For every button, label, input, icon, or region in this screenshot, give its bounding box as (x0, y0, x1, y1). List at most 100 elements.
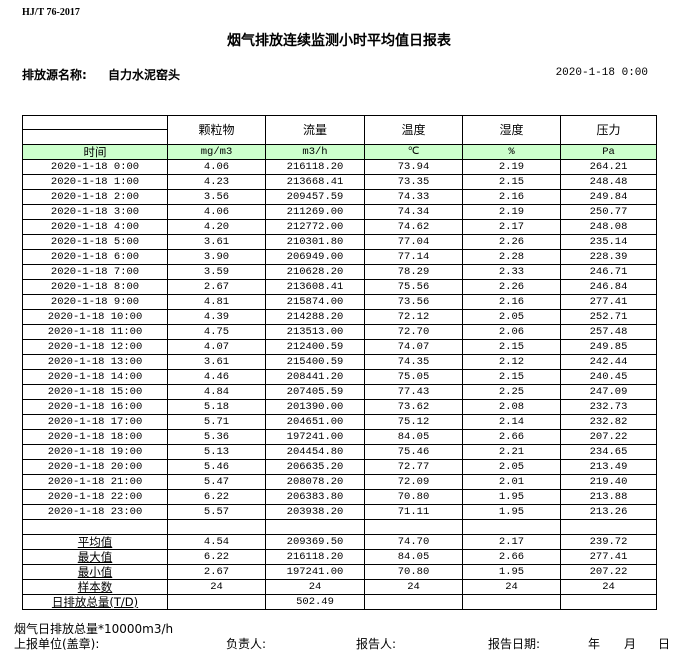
value-cell (560, 594, 657, 610)
value-cell: 72.77 (364, 459, 463, 475)
data-row: 2020-1-18 20:00 5.46 206635.20 72.77 2.05 213… (22, 459, 657, 475)
value-cell: 4.75 (167, 324, 266, 340)
time-cell: 2020-1-18 15:00 (22, 384, 168, 400)
value-cell: 277.41 (560, 549, 657, 565)
year-label: 年 (588, 637, 601, 651)
data-row: 2020-1-18 16:00 5.18 201390.00 73.62 2.08 232… (22, 399, 657, 415)
value-cell: 212772.00 (265, 219, 365, 235)
value-cell: 4.07 (167, 339, 266, 355)
value-cell: 249.84 (560, 189, 657, 205)
empty-row (22, 519, 657, 535)
value-cell: 197241.00 (265, 564, 365, 580)
value-cell: 2.67 (167, 564, 266, 580)
value-cell (167, 519, 266, 535)
value-cell: 216118.20 (265, 159, 365, 175)
data-row: 2020-1-18 21:00 5.47 208078.20 72.09 2.01 219… (22, 474, 657, 490)
value-cell: 208078.20 (265, 474, 365, 490)
time-cell: 2020-1-18 16:00 (22, 399, 168, 415)
value-cell: 2.26 (462, 279, 561, 295)
time-cell: 2020-1-18 18:00 (22, 429, 168, 445)
value-cell: 206383.80 (265, 489, 365, 505)
value-cell: 4.46 (167, 369, 266, 385)
data-row: 2020-1-18 4:00 4.20 212772.00 74.62 2.17 248.… (22, 219, 657, 235)
source-name: 自力水泥窑头 (108, 68, 181, 82)
column-header: 颗粒物 (167, 115, 266, 145)
data-row: 2020-1-18 2:00 3.56 209457.59 74.33 2.16 249.… (22, 189, 657, 205)
value-cell: 5.18 (167, 399, 266, 415)
value-cell: 24 (560, 579, 657, 595)
value-cell: 2.21 (462, 444, 561, 460)
value-cell: 232.73 (560, 399, 657, 415)
data-row: 2020-1-18 5:00 3.61 210301.80 77.04 2.26 235.… (22, 234, 657, 250)
value-cell: 74.35 (364, 354, 463, 370)
value-cell: 74.07 (364, 339, 463, 355)
value-cell: 2.05 (462, 459, 561, 475)
value-cell: 24 (462, 579, 561, 595)
value-cell: 2.16 (462, 189, 561, 205)
value-cell: 207.22 (560, 564, 657, 580)
value-cell: 206949.00 (265, 249, 365, 265)
value-cell: 1.95 (462, 504, 561, 520)
value-cell: 4.54 (167, 534, 266, 550)
value-cell (462, 594, 561, 610)
summary-label: 最大值 (22, 549, 168, 565)
value-cell: 204651.00 (265, 414, 365, 430)
data-row: 2020-1-18 3:00 4.06 211269.00 74.34 2.19 250.… (22, 204, 657, 220)
value-cell: 5.13 (167, 444, 266, 460)
value-cell: 70.80 (364, 564, 463, 580)
unit-cell: mg/m3 (167, 144, 266, 160)
value-cell: 73.35 (364, 174, 463, 190)
column-header: 流量 (265, 115, 365, 145)
value-cell: 73.62 (364, 399, 463, 415)
value-cell: 72.09 (364, 474, 463, 490)
value-cell: 2.25 (462, 384, 561, 400)
time-cell: 2020-1-18 2:00 (22, 189, 168, 205)
value-cell: 215400.59 (265, 354, 365, 370)
time-cell: 2020-1-18 1:00 (22, 174, 168, 190)
standard-code: HJ/T 76-2017 (22, 7, 80, 18)
value-cell: 2.19 (462, 159, 561, 175)
time-cell: 2020-1-18 3:00 (22, 204, 168, 220)
value-cell: 72.12 (364, 309, 463, 325)
value-cell: 4.20 (167, 219, 266, 235)
value-cell: 215874.00 (265, 294, 365, 310)
value-cell: 2.16 (462, 294, 561, 310)
value-cell: 234.65 (560, 444, 657, 460)
summary-label: 样本数 (22, 579, 168, 595)
value-cell: 2.06 (462, 324, 561, 340)
value-cell: 2.05 (462, 309, 561, 325)
data-row: 2020-1-18 1:00 4.23 213668.41 73.35 2.15 248.… (22, 174, 657, 190)
value-cell: 246.71 (560, 264, 657, 280)
data-row: 2020-1-18 6:00 3.90 206949.00 77.14 2.28 228.… (22, 249, 657, 265)
time-cell: 2020-1-18 12:00 (22, 339, 168, 355)
time-cell: 2020-1-18 9:00 (22, 294, 168, 310)
unit-cell: ℃ (364, 144, 463, 160)
value-cell (364, 594, 463, 610)
value-cell: 70.80 (364, 489, 463, 505)
column-header: 压力 (560, 115, 657, 145)
value-cell (462, 519, 561, 535)
value-cell: 247.09 (560, 384, 657, 400)
value-cell: 502.49 (265, 594, 365, 610)
value-cell: 211269.00 (265, 204, 365, 220)
value-cell: 239.72 (560, 534, 657, 550)
value-cell: 5.57 (167, 504, 266, 520)
summary-label: 日排放总量(T/D) (22, 594, 168, 610)
value-cell: 209457.59 (265, 189, 365, 205)
value-cell: 2.33 (462, 264, 561, 280)
value-cell: 252.71 (560, 309, 657, 325)
value-cell: 3.61 (167, 354, 266, 370)
summary-row: 样本数 24 24 24 24 24 (22, 579, 657, 595)
value-cell: 3.90 (167, 249, 266, 265)
value-cell: 248.48 (560, 174, 657, 190)
data-row: 2020-1-18 0:00 4.06 216118.20 73.94 2.19 264.… (22, 159, 657, 175)
value-cell: 2.66 (462, 429, 561, 445)
time-cell: 2020-1-18 10:00 (22, 309, 168, 325)
data-row: 2020-1-18 9:00 4.81 215874.00 73.56 2.16 277.… (22, 294, 657, 310)
value-cell: 249.85 (560, 339, 657, 355)
data-row: 2020-1-18 7:00 3.59 210628.20 78.29 2.33 246.… (22, 264, 657, 280)
value-cell: 4.06 (167, 159, 266, 175)
time-cell: 2020-1-18 20:00 (22, 459, 168, 475)
value-cell: 257.48 (560, 324, 657, 340)
value-cell: 5.36 (167, 429, 266, 445)
